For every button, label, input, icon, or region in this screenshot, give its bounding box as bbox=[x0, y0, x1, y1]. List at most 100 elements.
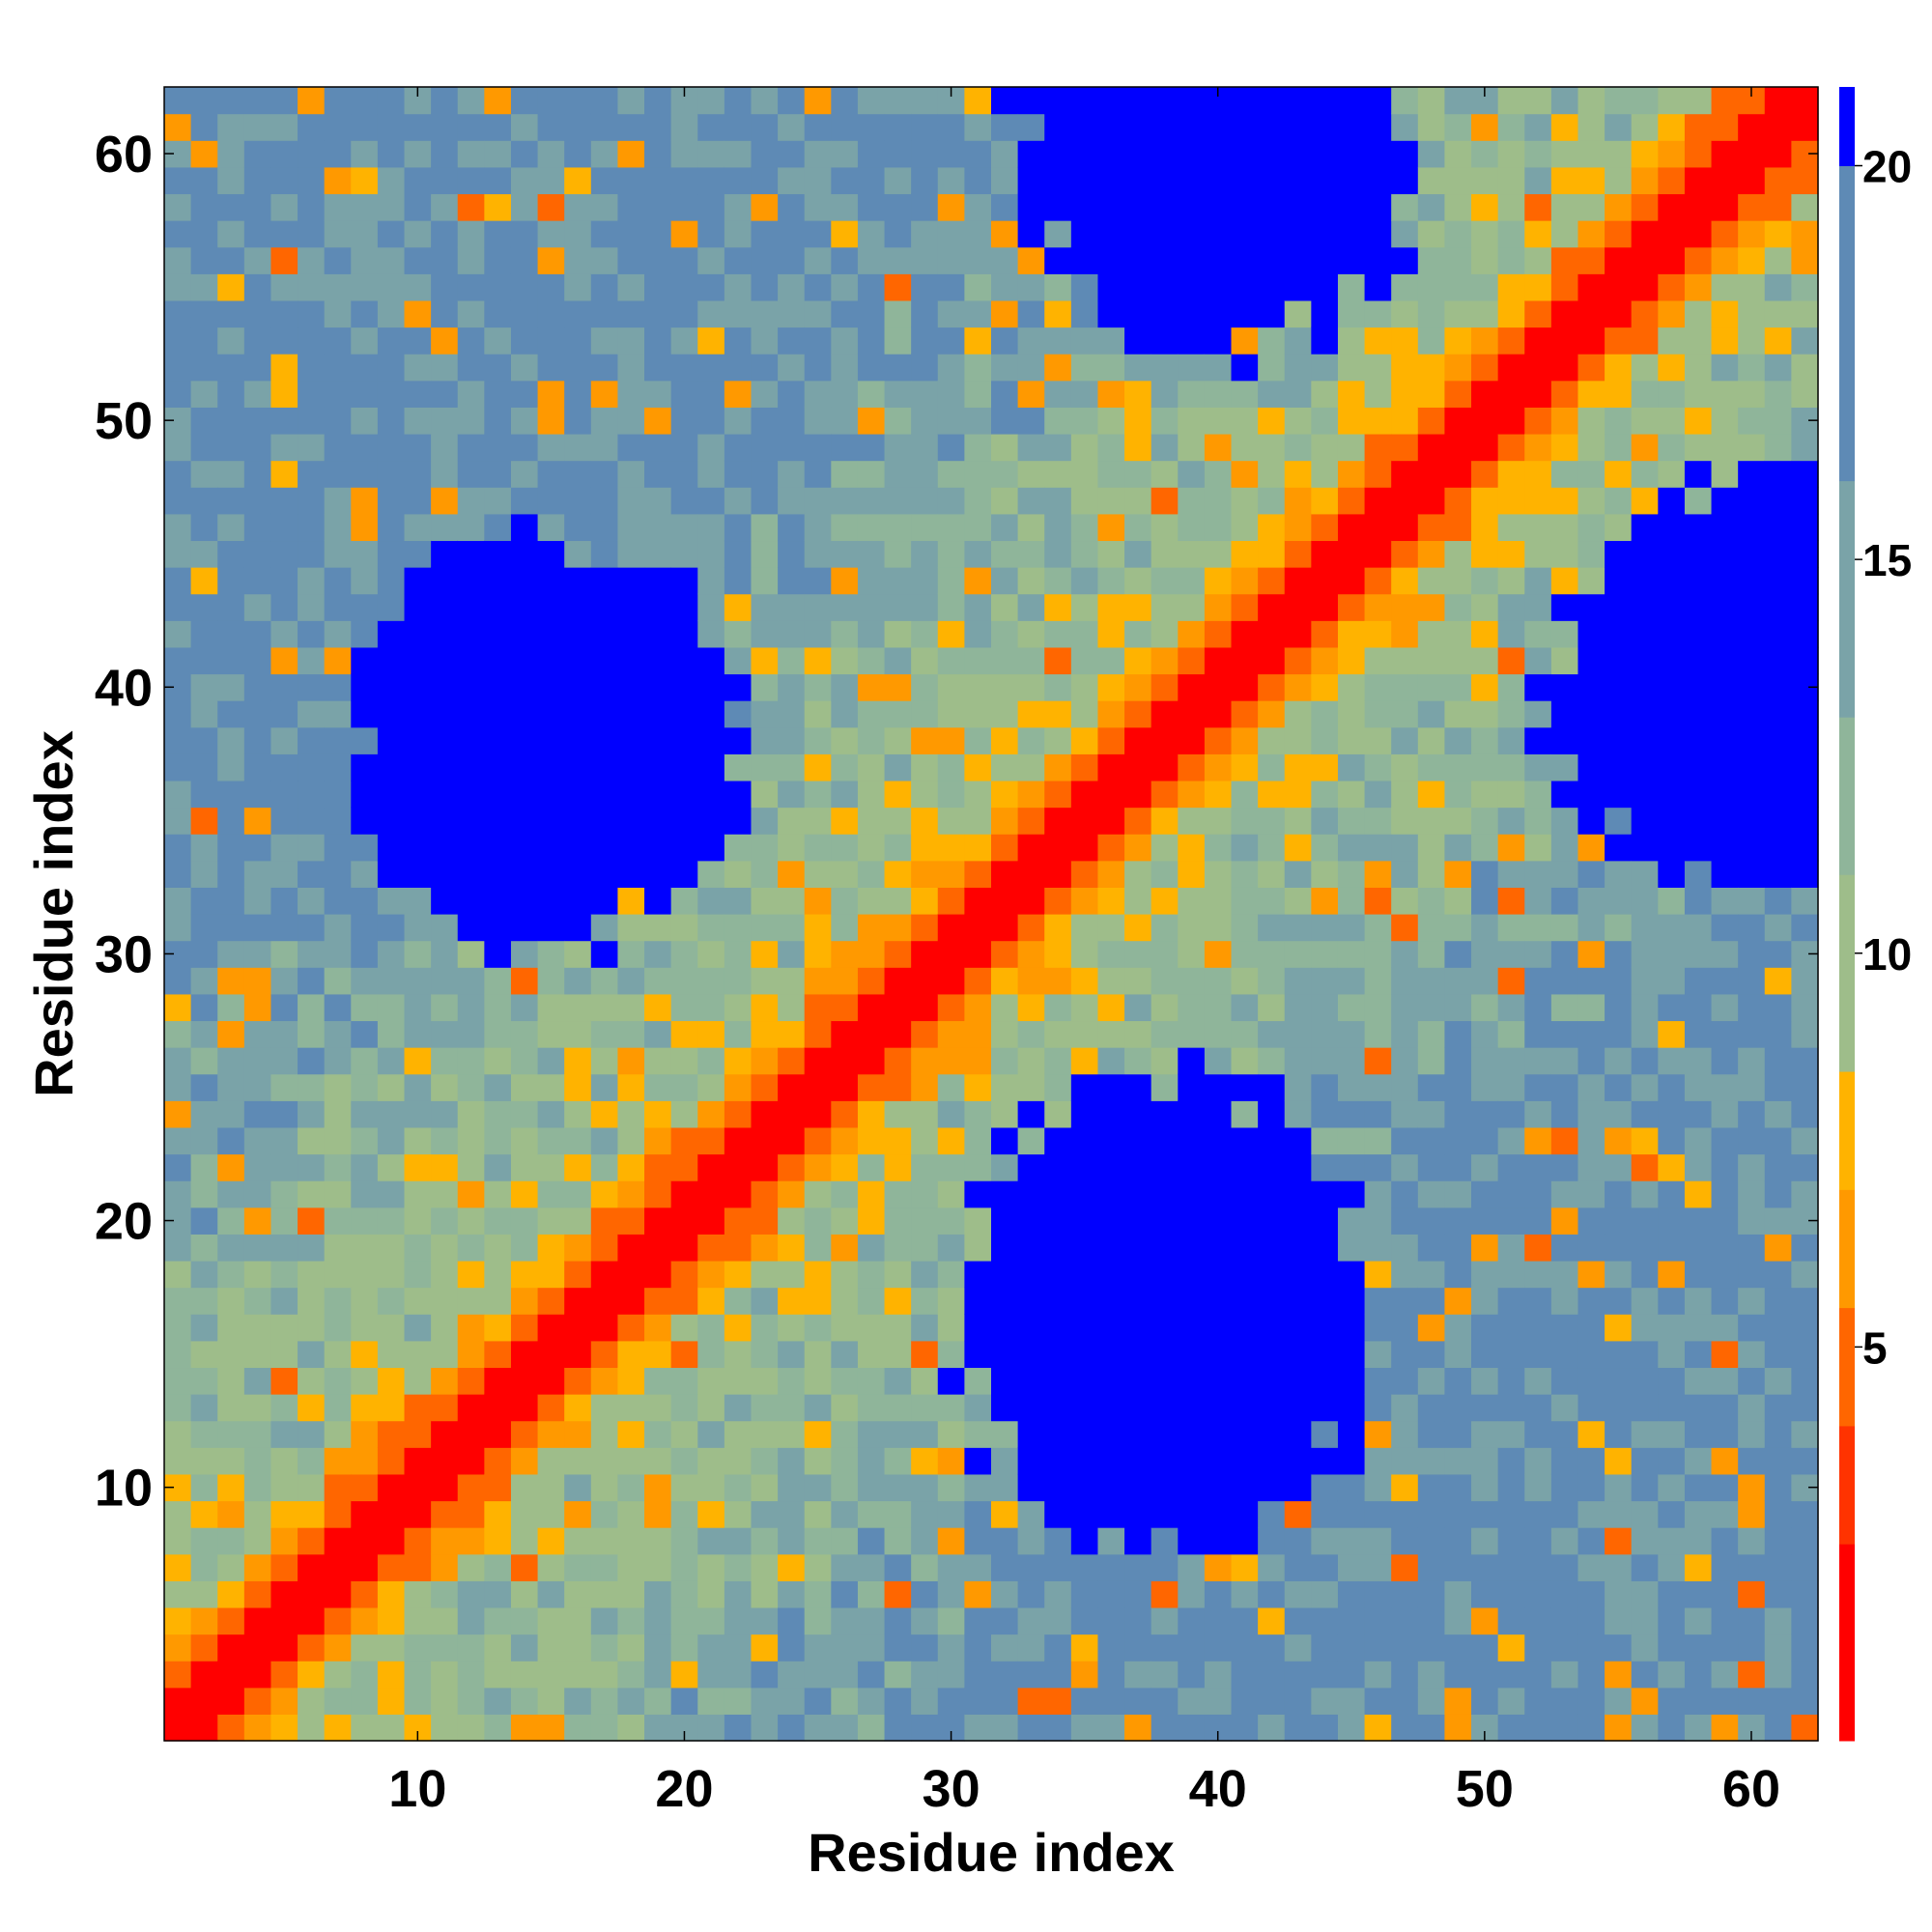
heatmap-cell bbox=[1124, 1153, 1152, 1181]
heatmap-cell bbox=[164, 860, 192, 888]
heatmap-cell bbox=[670, 1073, 698, 1101]
heatmap-cell bbox=[1605, 1634, 1633, 1662]
heatmap-cell bbox=[484, 327, 512, 355]
heatmap-cell bbox=[778, 220, 806, 248]
heatmap-cell bbox=[1444, 1394, 1472, 1422]
heatmap-cell bbox=[1738, 726, 1766, 754]
heatmap-cell bbox=[617, 513, 645, 542]
heatmap-cell bbox=[1577, 513, 1605, 542]
heatmap-cell bbox=[1417, 860, 1446, 888]
heatmap-cell bbox=[1151, 1714, 1179, 1742]
heatmap-cell bbox=[751, 166, 779, 195]
heatmap-cell bbox=[751, 1687, 779, 1715]
heatmap-cell bbox=[404, 487, 432, 515]
heatmap-cell bbox=[617, 1287, 645, 1315]
heatmap-cell bbox=[1204, 1580, 1233, 1608]
heatmap-cell bbox=[724, 1714, 753, 1742]
heatmap-cell bbox=[697, 1420, 725, 1448]
heatmap-cell bbox=[778, 1073, 806, 1101]
heatmap-cell bbox=[564, 807, 592, 835]
heatmap-cell bbox=[1044, 540, 1072, 568]
heatmap-cell bbox=[1791, 327, 1819, 355]
heatmap-cell bbox=[724, 407, 753, 435]
heatmap-cell bbox=[1791, 1500, 1819, 1528]
heatmap-cell bbox=[1444, 1580, 1472, 1608]
heatmap-cell bbox=[1258, 1234, 1286, 1262]
heatmap-cell bbox=[1097, 1047, 1125, 1075]
heatmap-cell bbox=[590, 807, 619, 835]
heatmap-cell bbox=[1231, 460, 1259, 488]
heatmap-cell bbox=[1258, 673, 1286, 701]
heatmap-cell bbox=[217, 1606, 245, 1635]
heatmap-cell bbox=[377, 1314, 406, 1342]
heatmap-cell bbox=[1658, 1100, 1686, 1128]
heatmap-cell bbox=[1738, 700, 1766, 728]
heatmap-cell bbox=[804, 1447, 832, 1475]
heatmap-cell bbox=[484, 540, 512, 568]
heatmap-cell bbox=[937, 140, 965, 168]
heatmap-cell bbox=[484, 860, 512, 888]
heatmap-cell bbox=[1764, 273, 1792, 301]
heatmap-cell bbox=[324, 166, 352, 195]
heatmap-cell bbox=[617, 834, 645, 862]
heatmap-cell bbox=[510, 487, 539, 515]
heatmap-cell bbox=[964, 487, 992, 515]
heatmap-cell bbox=[1684, 1153, 1713, 1181]
heatmap-cell bbox=[857, 113, 886, 141]
heatmap-cell bbox=[484, 487, 512, 515]
heatmap-cell bbox=[1471, 1687, 1499, 1715]
heatmap-cell bbox=[484, 1553, 512, 1581]
heatmap-cell bbox=[1284, 1606, 1312, 1635]
heatmap-cell bbox=[564, 354, 592, 382]
heatmap-cell bbox=[1070, 1020, 1099, 1048]
heatmap-cell bbox=[1151, 513, 1179, 542]
heatmap-cell bbox=[1364, 246, 1392, 274]
heatmap-cell bbox=[1444, 1500, 1472, 1528]
heatmap-cell bbox=[1497, 407, 1525, 435]
heatmap-cell bbox=[1417, 646, 1446, 675]
heatmap-cell bbox=[270, 1234, 298, 1262]
heatmap-cell bbox=[964, 726, 992, 754]
heatmap-cell bbox=[1711, 887, 1739, 915]
heatmap-cell bbox=[1550, 1606, 1579, 1635]
heatmap-cell bbox=[537, 1100, 565, 1128]
heatmap-cell bbox=[644, 1260, 672, 1289]
heatmap-cell bbox=[964, 593, 992, 621]
heatmap-cell bbox=[644, 834, 672, 862]
heatmap-cell bbox=[190, 193, 218, 221]
heatmap-cell bbox=[1364, 726, 1392, 754]
heatmap-cell bbox=[1577, 1527, 1605, 1555]
heatmap-cell bbox=[190, 1100, 218, 1128]
heatmap-cell bbox=[1471, 860, 1499, 888]
heatmap-cell bbox=[1417, 166, 1446, 195]
heatmap-cell bbox=[1577, 993, 1605, 1022]
heatmap-cell bbox=[1791, 220, 1819, 248]
heatmap-cell bbox=[1097, 593, 1125, 621]
heatmap-cell bbox=[457, 1020, 485, 1048]
heatmap-cell bbox=[670, 1687, 698, 1715]
heatmap-cell bbox=[298, 1473, 326, 1502]
heatmap-cell bbox=[1151, 220, 1179, 248]
heatmap-cell bbox=[1791, 299, 1819, 328]
heatmap-cell bbox=[1258, 726, 1286, 754]
colorbar-segment bbox=[1839, 1425, 1855, 1545]
heatmap-cell bbox=[1738, 860, 1766, 888]
heatmap-cell bbox=[1097, 807, 1125, 835]
heatmap-cell bbox=[911, 807, 939, 835]
heatmap-cell bbox=[1311, 380, 1339, 408]
heatmap-cell bbox=[1764, 246, 1792, 274]
heatmap-cell bbox=[1204, 1153, 1233, 1181]
heatmap-cell bbox=[1684, 1661, 1713, 1689]
heatmap-cell bbox=[1017, 1606, 1045, 1635]
heatmap-cell bbox=[831, 1394, 859, 1422]
heatmap-cell bbox=[1258, 940, 1286, 968]
heatmap-cell bbox=[1151, 834, 1179, 862]
heatmap-cell bbox=[911, 1126, 939, 1155]
heatmap-cell bbox=[1444, 1047, 1472, 1075]
heatmap-cell bbox=[404, 1126, 432, 1155]
heatmap-cell bbox=[457, 1047, 485, 1075]
heatmap-cell bbox=[510, 540, 539, 568]
heatmap-cell bbox=[404, 407, 432, 435]
heatmap-cell bbox=[510, 140, 539, 168]
heatmap-cell bbox=[431, 407, 459, 435]
